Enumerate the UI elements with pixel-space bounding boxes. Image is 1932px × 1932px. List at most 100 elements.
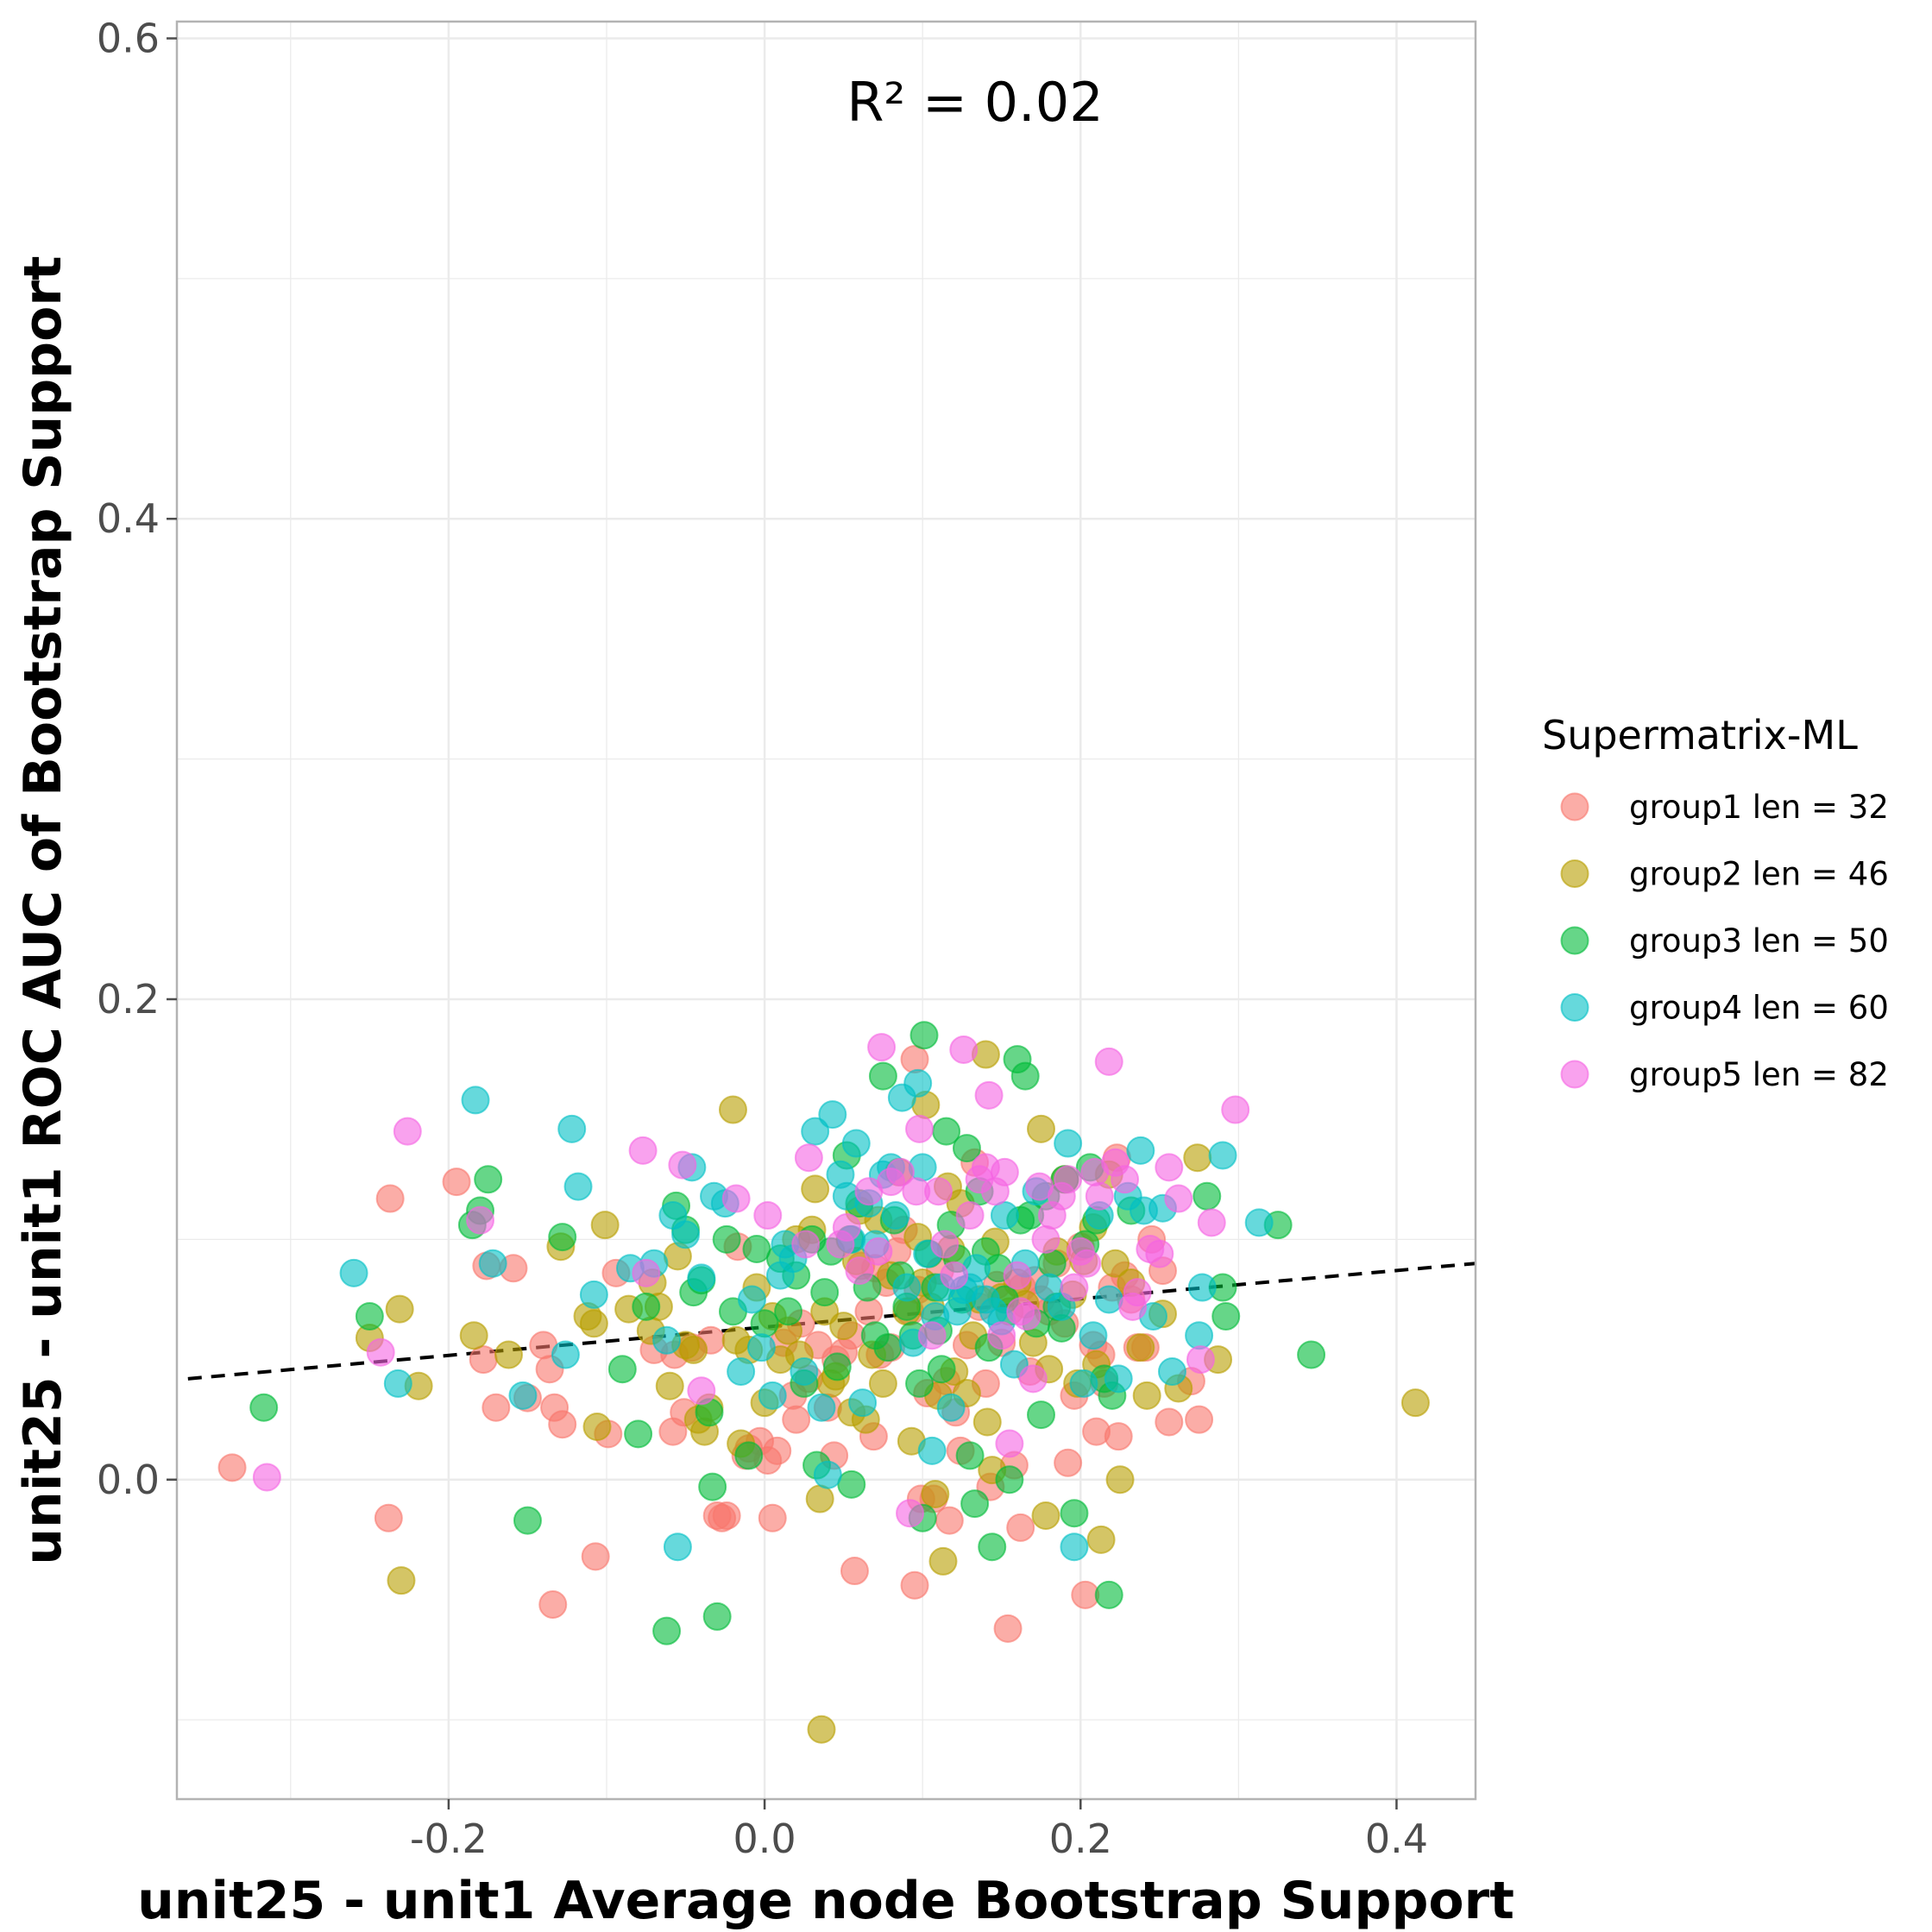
- data-point-group1: [1071, 1580, 1100, 1609]
- data-point-group1: [538, 1590, 568, 1620]
- data-point-group3: [978, 1532, 1007, 1562]
- data-point-group4: [999, 1350, 1029, 1379]
- data-point-group5: [466, 1205, 495, 1235]
- data-point-group4: [551, 1340, 580, 1369]
- data-point-group5: [252, 1463, 281, 1492]
- data-point-group4: [508, 1381, 538, 1410]
- data-point-group1: [1155, 1407, 1184, 1437]
- data-point-group3: [810, 1278, 840, 1307]
- data-point-group3: [1094, 1580, 1123, 1609]
- data-point-group1: [469, 1345, 498, 1375]
- legend-label: group3 len = 50: [1629, 922, 1889, 960]
- data-point-group2: [928, 1546, 958, 1576]
- data-point-group5: [1164, 1184, 1193, 1213]
- data-point-group5: [949, 1035, 979, 1064]
- data-point-group4: [663, 1532, 692, 1562]
- data-point-group2: [807, 1715, 836, 1744]
- data-point-group2: [1086, 1525, 1116, 1554]
- data-point-group5: [632, 1258, 661, 1287]
- data-point-group5: [791, 1230, 821, 1259]
- data-point-group4: [1104, 1364, 1133, 1394]
- data-point-group3: [734, 1441, 764, 1470]
- y-tick-label: 0.4: [97, 495, 160, 542]
- data-point-group3: [909, 1021, 939, 1050]
- trendline: [187, 1262, 1476, 1381]
- data-point-group4: [1126, 1136, 1155, 1165]
- trendline-layer: [187, 1262, 1476, 1381]
- data-point-group5: [940, 1261, 969, 1290]
- y-axis-title: unit25 - unit1 ROC AUC of Bootstrap Supp…: [13, 255, 73, 1564]
- data-point-group2: [494, 1340, 523, 1369]
- legend-key: [1560, 926, 1589, 955]
- data-point-group5: [1197, 1208, 1226, 1237]
- data-point-group3: [1010, 1061, 1040, 1091]
- data-point-group4: [841, 1129, 871, 1158]
- data-point-group3: [607, 1355, 637, 1384]
- data-point-group3: [873, 1333, 903, 1362]
- data-point-group1: [1006, 1513, 1035, 1542]
- data-point-group4: [461, 1086, 490, 1115]
- data-point-group3: [624, 1419, 653, 1449]
- data-point-group4: [478, 1249, 507, 1278]
- data-point-group2: [1400, 1388, 1430, 1418]
- data-point-group1: [935, 1506, 964, 1535]
- data-point-group1: [581, 1542, 610, 1571]
- data-point-group4: [563, 1172, 593, 1201]
- legend-key: [1560, 993, 1589, 1022]
- data-point-group5: [393, 1117, 422, 1146]
- legend-key: [1560, 792, 1589, 821]
- data-point-group2: [1126, 1333, 1155, 1362]
- data-point-group1: [374, 1503, 403, 1532]
- data-point-group1: [217, 1453, 247, 1482]
- data-point-group4: [990, 1201, 1019, 1230]
- data-point-group5: [1003, 1261, 1032, 1290]
- data-point-group3: [952, 1134, 981, 1163]
- data-point-group3: [652, 1616, 682, 1646]
- data-point-group2: [1183, 1143, 1212, 1173]
- data-point-group2: [1105, 1465, 1135, 1495]
- data-point-group3: [1193, 1181, 1222, 1211]
- data-point-group1: [375, 1184, 405, 1213]
- data-point-group5: [845, 1256, 874, 1286]
- data-point-group3: [927, 1355, 956, 1384]
- data-point-group3: [995, 1465, 1024, 1495]
- data-point-group5: [867, 1033, 897, 1062]
- data-point-group4: [758, 1381, 787, 1410]
- data-point-group1: [900, 1570, 929, 1600]
- x-tick-label: 0.4: [1365, 1816, 1428, 1862]
- data-point-group3: [548, 1223, 577, 1252]
- data-point-group4: [790, 1356, 819, 1386]
- legend-items: group1 len = 32 group2 len = 46 group3 len…: [1560, 789, 1889, 1093]
- data-point-group5: [905, 1114, 935, 1143]
- data-point-group5: [1186, 1345, 1215, 1375]
- x-tick-label: -0.2: [410, 1816, 488, 1862]
- y-axis-ticks: 0.0 0.2 0.4 0.6: [97, 15, 177, 1503]
- data-point-group1: [854, 1297, 884, 1326]
- data-point-group4: [936, 1393, 966, 1422]
- data-point-group3: [513, 1506, 542, 1535]
- data-point-group5: [628, 1136, 658, 1165]
- data-point-group2: [972, 1407, 1002, 1437]
- data-point-group5: [1111, 1165, 1140, 1194]
- data-point-group4: [687, 1263, 716, 1293]
- data-point-group2: [921, 1479, 950, 1508]
- r-squared-annotation: R² = 0.02: [846, 71, 1103, 134]
- data-point-group5: [753, 1201, 783, 1230]
- data-point-group4: [746, 1333, 776, 1362]
- data-point-group1: [840, 1557, 869, 1586]
- data-point-group3: [474, 1165, 503, 1194]
- data-point-group5: [930, 1230, 960, 1259]
- data-point-group1: [548, 1410, 577, 1439]
- data-point-group2: [868, 1369, 897, 1398]
- data-point-group1: [782, 1405, 811, 1434]
- data-point-group3: [1037, 1249, 1067, 1278]
- data-point-group3: [960, 1489, 990, 1519]
- data-point-group4: [807, 1393, 836, 1422]
- data-point-group5: [917, 1321, 947, 1350]
- data-point-group5: [1155, 1153, 1184, 1182]
- data-point-group2: [1101, 1249, 1130, 1278]
- data-point-group2: [801, 1174, 830, 1204]
- data-point-group5: [1073, 1249, 1102, 1278]
- data-point-group2: [1027, 1114, 1056, 1143]
- data-point-group3: [750, 1309, 779, 1338]
